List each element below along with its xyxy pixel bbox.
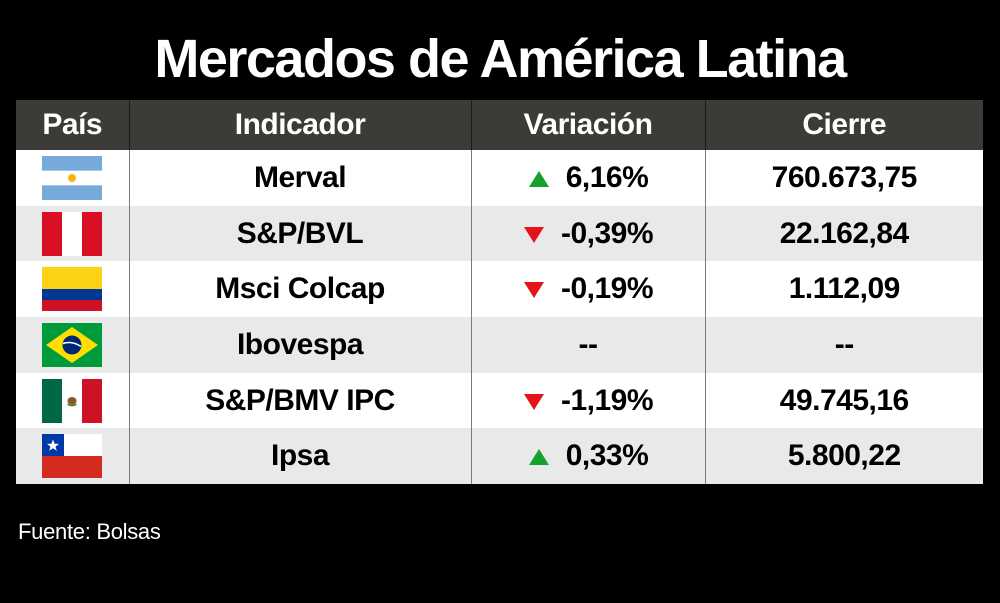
mexico-flag-icon (42, 378, 103, 423)
indicator-cell: Ibovespa (129, 317, 472, 373)
table-row: S&P/BMV IPC -1,19% 49.745,16 (16, 372, 983, 429)
column-header-close: Cierre (705, 100, 983, 150)
variation-value: -0,19% (560, 272, 654, 306)
indicator-cell: Merval (129, 150, 472, 206)
arrow-down-icon (523, 281, 545, 299)
source-note: Fuente: Bolsas (18, 519, 161, 544)
table-header-row: País Indicador Variación Cierre (16, 100, 983, 150)
country-cell (16, 428, 130, 485)
indicator-cell: Ipsa (129, 428, 472, 485)
indicator-cell: S&P/BVL (129, 205, 472, 262)
markets-table: País Indicador Variación Cierre Merval 6,… (16, 100, 983, 485)
column-header-variation: Variación (471, 100, 706, 150)
close-value: 49.745,16 (705, 372, 983, 429)
chile-flag-icon (42, 434, 103, 479)
variation-value: 6,16% (565, 160, 649, 194)
colombia-flag-icon (42, 267, 103, 312)
variation-value: -0,39% (560, 216, 654, 250)
variation-cell: -- (471, 317, 706, 373)
variation-cell: -0,19% (471, 261, 706, 318)
variation-cell: -1,19% (471, 372, 706, 429)
variation-value: -- (578, 327, 598, 361)
markets-table-container: País Indicador Variación Cierre Merval 6,… (16, 100, 983, 485)
variation-value: 0,33% (565, 439, 649, 473)
close-value: 5.800,22 (705, 428, 983, 485)
country-cell (16, 372, 130, 429)
country-cell (16, 150, 130, 206)
peru-flag-icon (42, 211, 103, 256)
arrow-up-icon (528, 170, 550, 188)
close-value: 760.673,75 (705, 150, 983, 206)
close-value: 22.162,84 (705, 205, 983, 262)
country-cell (16, 205, 130, 262)
arrow-down-icon (523, 226, 545, 244)
country-cell (16, 317, 130, 373)
variation-value: -1,19% (560, 383, 654, 417)
page-title: Mercados de América Latina (154, 29, 847, 89)
variation-cell: 0,33% (471, 428, 706, 485)
table-row: Merval 6,16% 760.673,75 (16, 150, 983, 206)
indicator-cell: Msci Colcap (129, 261, 472, 318)
arrow-down-icon (523, 393, 545, 411)
column-header-country: País (16, 100, 130, 150)
indicator-cell: S&P/BMV IPC (129, 372, 472, 429)
variation-cell: -0,39% (471, 205, 706, 262)
table-row: Ipsa 0,33% 5.800,22 (16, 428, 983, 485)
arrow-up-icon (528, 448, 550, 466)
table-row: Ibovespa -- -- (16, 317, 983, 373)
country-cell (16, 261, 130, 318)
variation-cell: 6,16% (471, 150, 706, 206)
table-row: S&P/BVL -0,39% 22.162,84 (16, 205, 983, 262)
brazil-flag-icon (42, 322, 103, 367)
argentina-flag-icon (42, 155, 103, 200)
close-value: 1.112,09 (705, 261, 983, 318)
column-header-indicator: Indicador (129, 100, 472, 150)
table-row: Msci Colcap -0,19% 1.112,09 (16, 261, 983, 318)
close-value: -- (705, 317, 983, 373)
